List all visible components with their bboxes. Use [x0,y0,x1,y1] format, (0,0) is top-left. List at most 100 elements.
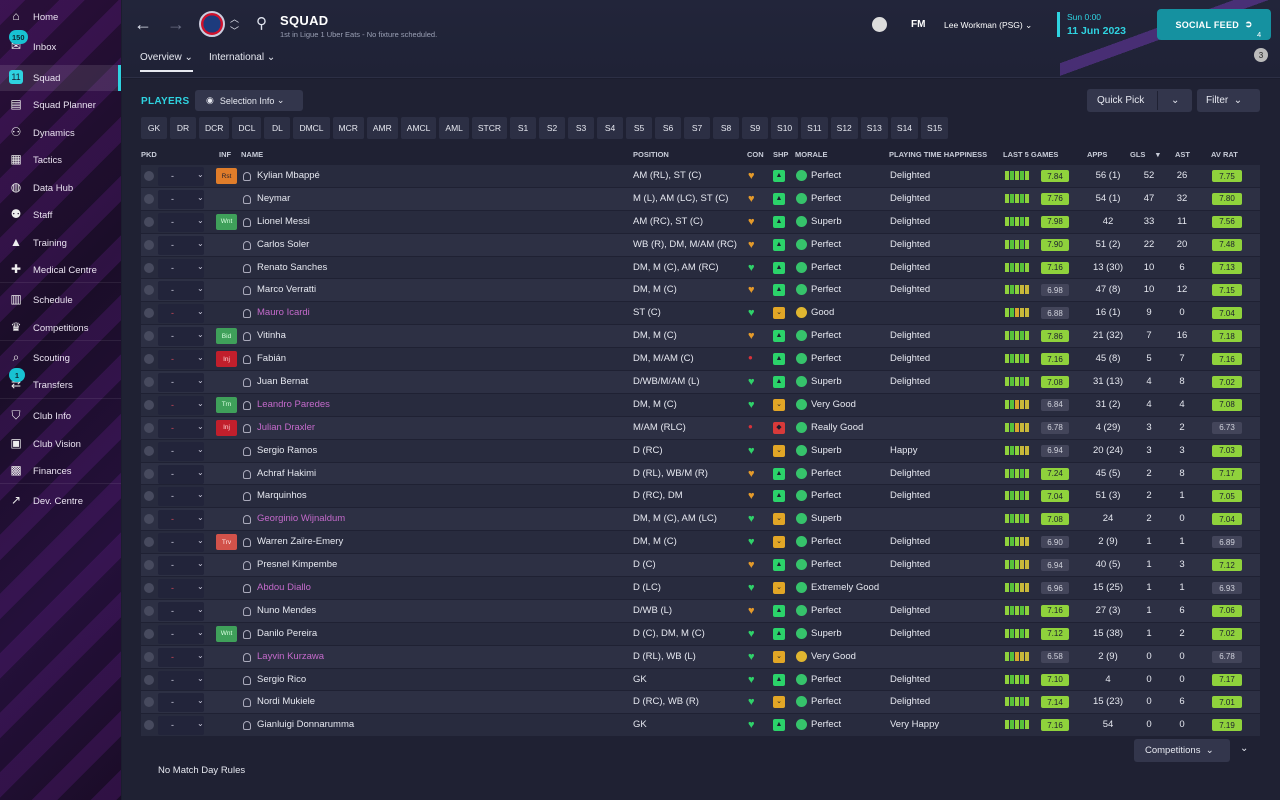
player-name[interactable]: Georginio Wijnaldum [257,513,346,525]
sidebar-item-schedule[interactable]: ▥ Schedule [0,287,121,313]
sidebar-item-home[interactable]: ⌂ Home [0,4,121,30]
chevron-up-icon[interactable]: ︿ [230,14,240,24]
sidebar-item-data-hub[interactable]: ◍ Data Hub [0,175,121,201]
pick-selector[interactable]: - [158,693,204,713]
user-icon[interactable] [872,17,887,32]
position-filter-s10[interactable]: S10 [771,117,799,139]
col-inf[interactable]: INF [219,150,232,159]
col-position[interactable]: POSITION [633,150,669,159]
col-av-rat[interactable]: AV RAT [1211,150,1238,159]
player-name[interactable]: Leandro Paredes [257,398,330,410]
position-filter-s11[interactable]: S11 [801,117,828,139]
chevron-down-icon[interactable]: ⌄ [197,513,204,523]
position-filter-s3[interactable]: S3 [568,117,595,139]
pick-status-icon[interactable] [144,216,154,227]
sidebar-item-scouting[interactable]: ⌕ Scouting [0,345,121,371]
chevron-down-icon[interactable]: ⌄ [197,467,204,477]
col-last5[interactable]: LAST 5 GAMES [1003,150,1059,159]
player-name[interactable]: Juan Bernat [257,376,309,388]
info-badge[interactable]: Inj [216,351,237,368]
pick-selector[interactable]: - [158,167,204,186]
player-name[interactable]: Abdou Diallo [257,582,311,594]
pick-status-icon[interactable] [144,468,154,479]
pick-selector[interactable]: - [158,533,204,553]
pick-status-icon[interactable] [144,262,154,273]
pick-selector[interactable]: - [158,556,204,576]
pick-status-icon[interactable] [144,422,154,433]
sidebar-item-dev-centre[interactable]: ↗ Dev. Centre [0,488,121,514]
position-filter-dl[interactable]: DL [264,117,291,139]
chevron-down-icon[interactable]: ⌄ [1240,743,1249,754]
table-row[interactable]: - ⌄ Sergio Ramos D (RC) ♥ ⌄ Superb Happy 6.94 20 … [141,439,1260,463]
chevron-down-icon[interactable]: ⌄ [197,330,204,340]
sidebar-item-inbox[interactable]: ✉ 150 Inbox [0,30,121,60]
chevron-down-icon[interactable]: ⌄ [197,627,204,637]
pick-status-icon[interactable] [144,239,154,250]
table-row[interactable]: - ⌄ Bid Vitinha DM, M (C) ♥ ▲ Perfect Delighted 7… [141,325,1260,349]
pick-selector[interactable]: - [158,510,204,530]
sidebar-item-club-vision[interactable]: ▣ Club Vision [0,431,121,457]
chevron-down-icon[interactable]: ⌄ [197,353,204,363]
table-row[interactable]: - ⌄ Sergio Rico GK ♥ ▲ Perfect Delighted 7.10 4 0 0… [141,668,1260,692]
pick-status-icon[interactable] [144,193,154,204]
player-name[interactable]: Sergio Ramos [257,444,318,456]
sidebar-item-transfers[interactable]: ⇄ 1 Transfers [0,368,121,398]
table-row[interactable]: - ⌄ Nordi Mukiele D (RC), WB (R) ♥ ⌄ Perfect De… [141,691,1260,715]
col-pkd[interactable]: PKD [141,150,157,159]
pick-selector[interactable]: - [158,258,204,278]
sidebar-item-finances[interactable]: ▩ Finances [0,458,121,484]
chevron-down-icon[interactable]: ⌄ [197,307,204,317]
sidebar-item-competitions[interactable]: ♛ Competitions [0,315,121,341]
position-filter-s2[interactable]: S2 [539,117,566,139]
pick-status-icon[interactable] [144,583,154,594]
player-name[interactable]: Layvin Kurzawa [257,650,325,662]
sidebar-item-medical-centre[interactable]: ✚ Medical Centre [0,257,121,283]
pick-selector[interactable]: - [158,395,204,415]
position-filter-dmcl[interactable]: DMCL [293,117,330,139]
pick-status-icon[interactable] [144,445,154,456]
pick-status-icon[interactable] [144,514,154,525]
info-badge[interactable]: Trv [216,534,237,551]
table-row[interactable]: - ⌄ Carlos Soler WB (R), DM, M/AM (RC) ♥ ▲ Per… [141,233,1260,257]
chevron-down-icon[interactable]: ⌄ [197,604,204,614]
manager-selector[interactable]: Lee Workman (PSG) ⌄ [944,20,1033,30]
pick-selector[interactable]: - [158,373,204,393]
chevron-down-icon[interactable]: ⌄ [197,444,204,454]
player-name[interactable]: Nuno Mendes [257,604,317,616]
col-morale[interactable]: MORALE [795,150,828,159]
pick-status-icon[interactable] [144,331,154,342]
pick-status-icon[interactable] [144,285,154,296]
pick-selector[interactable]: - [158,235,204,255]
col-playing-time[interactable]: PLAYING TIME HAPPINESS [889,150,988,159]
pick-status-icon[interactable] [144,399,154,410]
chevron-down-icon[interactable]: ⌄ [197,673,204,683]
chevron-down-icon[interactable]: ⌄ [197,238,204,248]
notifications-badge[interactable]: 3 [1254,48,1268,62]
position-filter-s7[interactable]: S7 [684,117,711,139]
info-badge[interactable]: Trn [216,396,237,413]
table-row[interactable]: - ⌄ Mauro Icardi ST (C) ♥ ⌄ Good 6.88 16 (1) 9 0 7.… [141,302,1260,326]
chevron-down-icon[interactable]: ⌄ [1171,95,1180,106]
chevron-down-icon[interactable]: ⌄ [197,582,204,592]
chevron-down-icon[interactable]: ⌄ [197,421,204,431]
chevron-down-icon[interactable]: ⌄ [197,559,204,569]
info-badge[interactable]: Bid [216,328,237,345]
table-row[interactable]: - ⌄ Achraf Hakimi D (RL), WB/M (R) ♥ ▲ Perfect… [141,462,1260,486]
pick-selector[interactable]: - [158,441,204,461]
pick-status-icon[interactable] [144,651,154,662]
position-filter-amr[interactable]: AMR [366,117,398,139]
player-name[interactable]: Sergio Rico [257,673,307,685]
tab-overview[interactable]: Overview ⌄ [140,52,193,72]
player-name[interactable]: Achraf Hakimi [257,467,317,479]
player-name[interactable]: Carlos Soler [257,238,310,250]
pick-selector[interactable]: - [158,212,204,232]
pick-selector[interactable]: - [158,647,204,667]
position-filter-mcr[interactable]: MCR [332,117,364,139]
search-icon[interactable]: ⚲ [256,15,267,32]
col-ast[interactable]: AST [1175,150,1190,159]
filter-button[interactable]: Filter ⌄ [1197,89,1260,112]
chevron-down-icon[interactable]: ⌄ [197,696,204,706]
position-filter-s5[interactable]: S5 [626,117,653,139]
player-name[interactable]: Fabián [257,353,287,365]
player-name[interactable]: Kylian Mbappé [257,170,320,181]
